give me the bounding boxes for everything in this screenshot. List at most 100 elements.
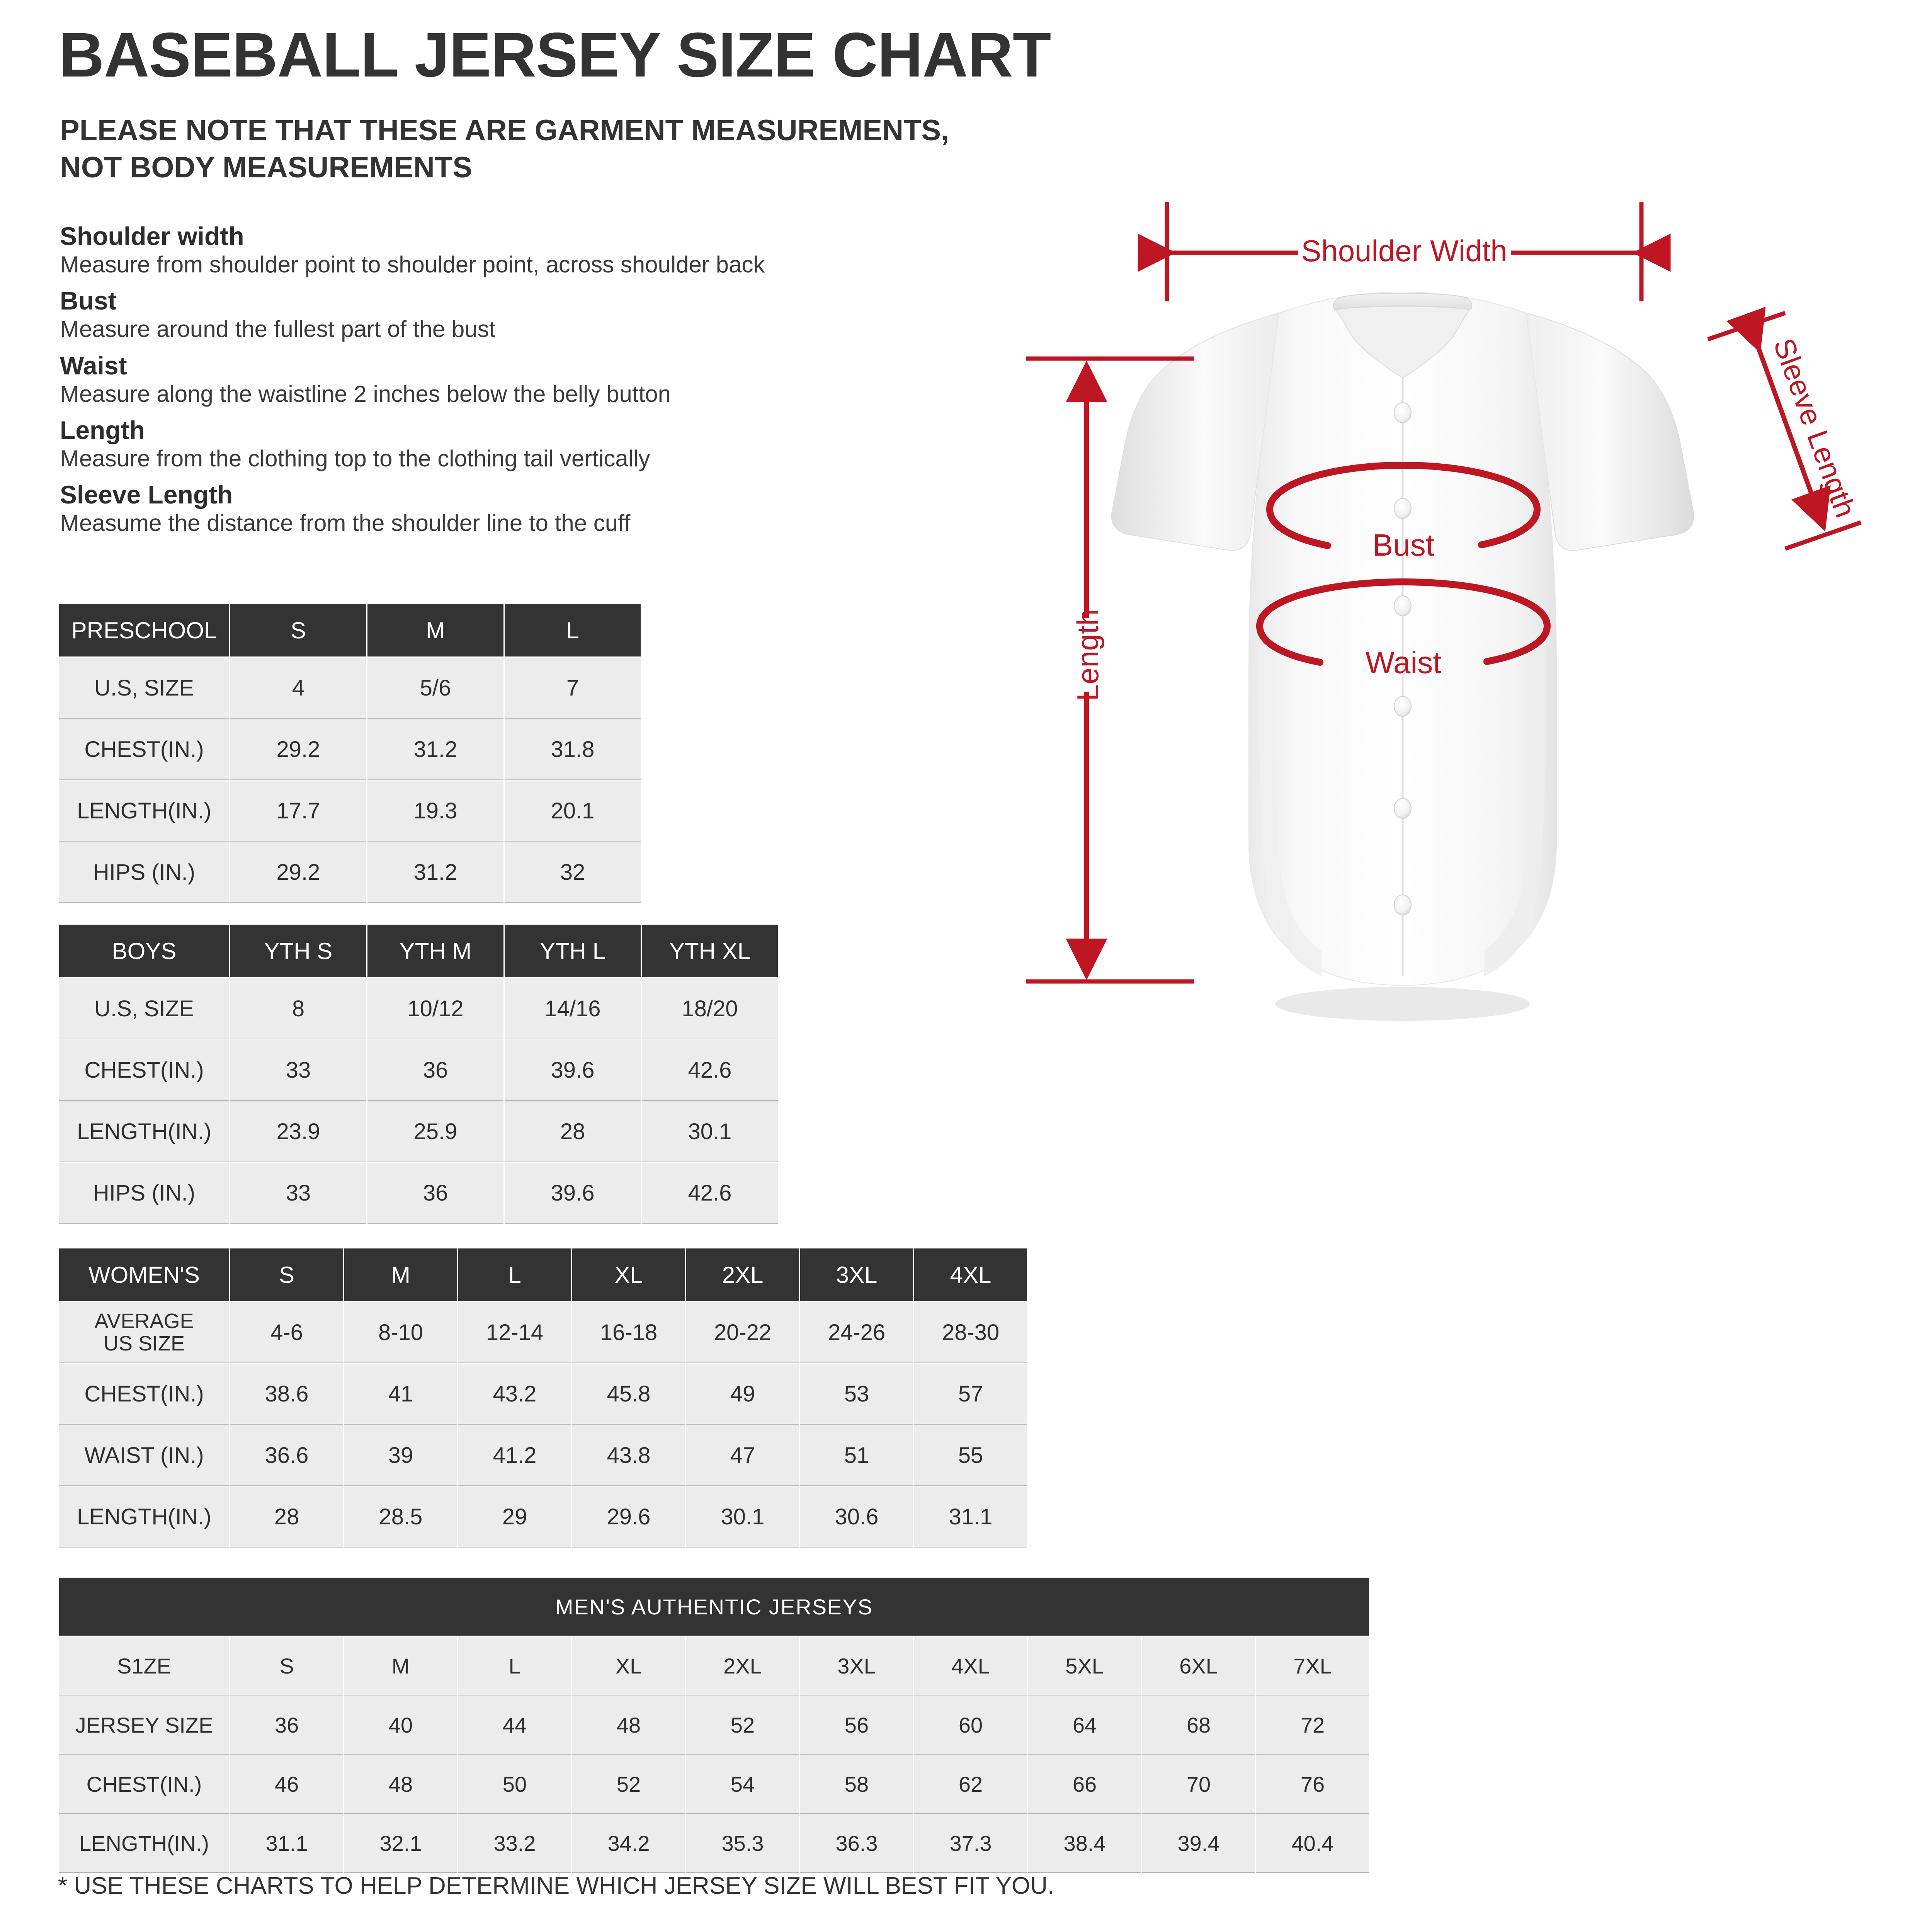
table-cell: 45.8 [572,1364,685,1424]
waist-ellipse-left [1256,622,1323,666]
table-cell: 17.7 [230,781,366,841]
table-cell: 50 [458,1755,571,1813]
table-cell: 52 [686,1696,799,1754]
size-table-preschool: PRESCHOOL S M L U.S, SIZE 4 5/6 7 CHEST(… [58,603,642,903]
sleeve-length-annotation [1707,306,1862,551]
table-header-cell: 7XL [1256,1637,1369,1695]
subtitle-line-1: PLEASE NOTE THAT THESE ARE GARMENT MEASU… [60,114,949,147]
table-cell: 31.2 [367,842,503,902]
waist-ellipse-right [1256,578,1551,665]
table-cell: 4-6 [230,1302,343,1362]
table-cell: 30.1 [686,1486,799,1547]
row-label: HIPS (IN.) [59,842,229,902]
definition-item: Bust Measure around the fullest part of … [60,286,987,342]
row-label: CHEST(IN.) [59,1364,229,1424]
table-row: HIPS (IN.) 33 36 39.6 42.6 [59,1163,778,1223]
table-cell: 58 [800,1755,913,1813]
definition-description: Measure from shoulder point to shoulder … [60,251,765,277]
table-cell: 31.1 [914,1486,1027,1547]
neckline [1335,306,1470,379]
table-cell: 40 [344,1696,457,1754]
table-row: HIPS (IN.) 29.2 31.2 32 [59,842,641,902]
left-sleeve [1111,312,1280,551]
table-cell: 60 [914,1696,1027,1754]
button [1394,798,1412,819]
table-cell: 48 [344,1755,457,1813]
table-cell: 10/12 [367,978,503,1039]
table-cell: 31.8 [505,719,641,779]
table-header-row: S1ZE S M L XL 2XL 3XL 4XL 5XL 6XL 7XL [59,1637,1369,1695]
right-side-panel [1484,634,1546,976]
table-header-cell: S [230,604,366,656]
table-cell: 30.1 [642,1101,778,1162]
table-cell: 43.2 [458,1364,571,1424]
table-cell: 32.1 [344,1814,457,1872]
table-cell: 66 [1028,1755,1141,1813]
table-row: LENGTH(IN.) 23.9 25.9 28 30.1 [59,1101,778,1162]
shoulder-width-label: Shoulder Width [1301,234,1507,268]
definition-term: Length [60,415,145,444]
table-cell: 55 [914,1425,1027,1485]
definition-description: Measure along the waistline 2 inches bel… [60,381,671,407]
definition-term: Sleeve Length [60,480,233,509]
table-banner-row: MEN'S AUTHENTIC JERSEYS [59,1578,1369,1636]
definition-item: Sleeve Length Measume the distance from … [60,480,987,536]
length-annotation [1026,356,1194,984]
table-cell: 7 [505,658,641,718]
table-cell: 28 [230,1486,343,1547]
table-row: JERSEY SIZE 36 40 44 48 52 56 60 64 68 7… [59,1696,1369,1754]
waist-annotation [1256,578,1551,666]
table-header-cell: YTH M [367,925,503,977]
table-cell: 29.2 [230,842,366,902]
table-cell: 37.3 [914,1814,1027,1872]
table-row: AVERAGE US SIZE 4-6 8-10 12-14 16-18 20-… [59,1302,1027,1362]
table-cell: 36 [367,1040,503,1100]
bust-annotation [1266,461,1541,549]
table-cell: 57 [914,1364,1027,1424]
row-label-line-2: US SIZE [103,1332,185,1355]
row-label: LENGTH(IN.) [59,1814,229,1872]
table-row: LENGTH(IN.) 28 28.5 29 29.6 30.1 30.6 31… [59,1486,1027,1547]
table-header-cell: 4XL [914,1248,1027,1301]
waist-label: Waist [1365,645,1441,680]
row-label: LENGTH(IN.) [59,1101,229,1162]
collar [1333,293,1473,311]
sleeve-length-bottom-tick [1784,520,1862,551]
sleeve-length-top-tick [1707,311,1786,342]
table-cell: 8-10 [344,1302,457,1362]
button [1394,595,1412,616]
table-cell: 49 [686,1364,799,1424]
table-cell: 31.2 [367,719,503,779]
page-title: BASEBALL JERSEY SIZE CHART [59,19,1051,90]
subtitle-line-2: NOT BODY MEASUREMENTS [60,151,472,184]
table-cell: 51 [800,1425,913,1485]
table-header-cell: 3XL [800,1637,913,1695]
table-header-cell: XL [572,1248,685,1301]
button [1394,402,1412,423]
table-cell: 68 [1142,1696,1255,1754]
bust-label: Bust [1372,528,1434,562]
table-header-cell: YTH L [505,925,641,977]
table-cell: 4 [230,658,366,718]
table-cell: 54 [686,1755,799,1813]
table-header-cell: S1ZE [59,1637,229,1695]
table-header-cell: 6XL [1142,1637,1255,1695]
table-cell: 5/6 [367,658,503,718]
table-cell: 18/20 [642,978,778,1039]
definition-description: Measure from the clothing top to the clo… [60,445,650,471]
definition-item: Waist Measure along the waistline 2 inch… [60,351,987,407]
table-header-cell: S [230,1248,343,1301]
table-cell: 72 [1256,1696,1369,1754]
table-cell: 29 [458,1486,571,1547]
table-header-row: BOYS YTH S YTH M YTH L YTH XL [59,925,778,977]
table-cell: 35.3 [686,1814,799,1872]
sleeve-length-label: Sleeve Length [1767,334,1862,522]
table-row: LENGTH(IN.) 17.7 19.3 20.1 [59,781,641,841]
table-cell: 42.6 [642,1040,778,1100]
table-cell: 20-22 [686,1302,799,1362]
table-cell: 29.2 [230,719,366,779]
table-cell: 34.2 [572,1814,685,1872]
table-header-cell: M [344,1248,457,1301]
table-header-cell: 2XL [686,1637,799,1695]
table-header-cell: 4XL [914,1637,1027,1695]
